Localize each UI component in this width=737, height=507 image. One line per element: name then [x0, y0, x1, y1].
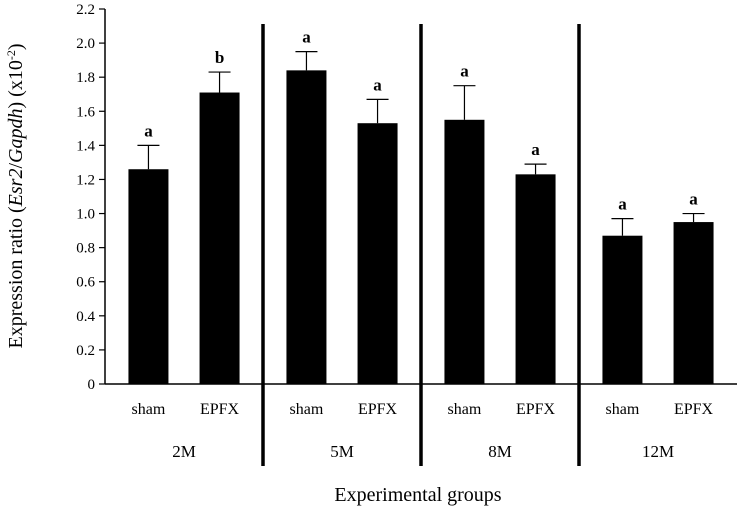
significance-label: b: [215, 48, 224, 67]
y-tick-label: 0.2: [76, 343, 95, 359]
category-label: sham: [132, 401, 166, 418]
significance-label: a: [460, 62, 469, 81]
x-axis-labels: sham EPFX 2M sham EPFX 5M sham EPFX 8M sham EPFX 12…: [132, 401, 714, 461]
category-label: EPFX: [516, 401, 556, 418]
y-tick-label: 1.4: [76, 138, 95, 154]
group-dividers: [261, 24, 581, 466]
y-tick-label: 1.8: [76, 70, 95, 86]
y-tick-label: 0: [88, 377, 96, 393]
y-tick-label: 2.2: [76, 2, 95, 18]
group-label: 2M: [172, 442, 196, 461]
group-label: 12M: [642, 442, 674, 461]
significance-label: a: [618, 195, 627, 214]
group-label: 8M: [488, 442, 512, 461]
bar: [515, 174, 556, 384]
bar: [602, 235, 643, 384]
y-axis-title: Expression ratio (Esr2/Gapdh) (x10-2): [4, 44, 27, 349]
bars: a b a a a a a a: [128, 28, 714, 385]
category-label: sham: [290, 401, 324, 418]
significance-label: a: [302, 28, 311, 47]
y-tick-label: 0.8: [76, 241, 95, 257]
significance-label: a: [689, 190, 698, 209]
bar: [444, 119, 485, 384]
category-label: EPFX: [358, 401, 398, 418]
group-label: 5M: [330, 442, 354, 461]
category-label: EPFX: [200, 401, 240, 418]
category-label: EPFX: [674, 401, 714, 418]
y-tick-label: 1.6: [76, 104, 95, 120]
bar: [199, 92, 240, 384]
y-tick-label: 1.2: [76, 172, 95, 188]
category-label: sham: [606, 401, 640, 418]
y-axis-ticks: 0 0.2 0.4 0.6 0.8 1.0 1.2 1.4 1.6 1.8 2.0 2.2: [76, 2, 105, 393]
bar: [673, 222, 714, 384]
significance-label: a: [531, 140, 540, 159]
bar: [357, 123, 398, 385]
bar: [286, 70, 327, 384]
category-label: sham: [448, 401, 482, 418]
bar: [128, 169, 169, 384]
y-tick-label: 0.4: [76, 309, 95, 325]
x-axis-title: Experimental groups: [334, 484, 501, 506]
significance-label: a: [144, 121, 153, 140]
y-tick-label: 2.0: [76, 36, 95, 52]
significance-label: a: [373, 75, 382, 94]
y-tick-label: 0.6: [76, 275, 95, 291]
y-tick-label: 1.0: [76, 207, 95, 223]
